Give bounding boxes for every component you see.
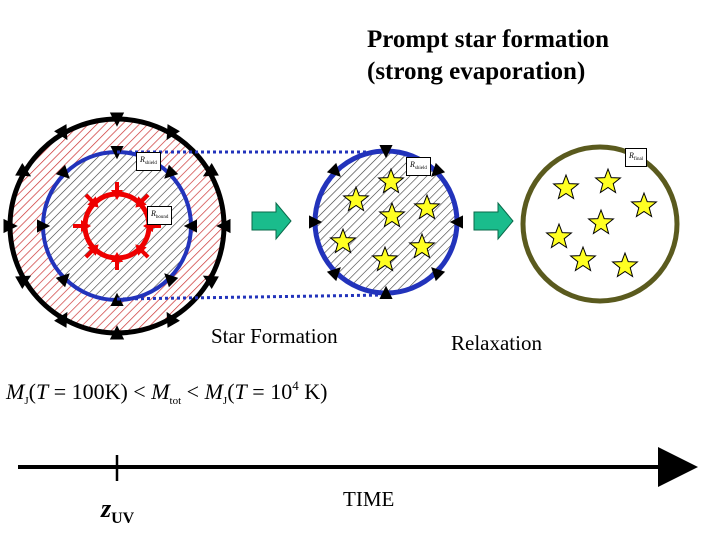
r-subscript: bound	[155, 215, 169, 220]
inward-arrow-icon	[449, 215, 463, 229]
inward-arrow-icon	[202, 275, 219, 289]
inward-arrow-icon	[111, 252, 123, 262]
inward-arrow-icon	[326, 267, 341, 282]
star-icon	[413, 193, 441, 220]
inward-arrow-icon	[87, 244, 99, 256]
inward-arrow-icon	[109, 112, 125, 127]
inward-arrow-icon	[216, 218, 231, 234]
star-icon	[377, 167, 405, 194]
stage-2-cloud	[309, 145, 463, 299]
r-symbol: R	[151, 209, 156, 218]
right-arrow-icon	[473, 201, 514, 241]
inward-arrow-icon	[87, 196, 99, 208]
shield-ring-arrows	[309, 145, 463, 299]
star-icon	[342, 185, 370, 212]
stage-label-relaxation: Relaxation	[451, 331, 542, 355]
mj-right: M	[204, 379, 223, 404]
inward-arrow-icon	[135, 244, 147, 256]
inward-arrow-icon	[135, 196, 147, 208]
inward-arrow-icon	[110, 292, 124, 306]
inward-arrow-icon	[379, 285, 393, 299]
star-icon	[371, 245, 399, 272]
r-symbol: R	[410, 160, 415, 169]
inward-arrow-icon	[202, 163, 219, 177]
jeans-mass-condition: MJ(T = 100K) < Mtot < MJ(T = 104 K)	[6, 378, 327, 407]
r-subscript: shield	[414, 166, 427, 171]
stage-1-cloud	[3, 112, 231, 340]
inward-arrow-icon	[15, 163, 32, 177]
inward-arrow-icon	[55, 164, 70, 179]
right-arrow-icon	[251, 201, 292, 241]
page-title: Prompt star formation (strong evaporatio…	[367, 24, 609, 88]
time-label: TIME	[343, 487, 395, 511]
paren-right: (	[227, 379, 235, 404]
z-symbol: z	[101, 494, 112, 523]
eq-left: = 100K) <	[48, 379, 152, 404]
star-icon	[545, 222, 573, 249]
z-uv-label: zUV	[101, 494, 134, 528]
r-bound-label: Rbound	[147, 206, 173, 225]
inward-arrow-icon	[37, 219, 51, 233]
inward-arrow-icon	[109, 325, 125, 340]
star-icon	[587, 208, 615, 235]
star-icon	[552, 173, 580, 200]
star-icon	[594, 167, 622, 194]
inward-arrow-icon	[81, 220, 91, 232]
inward-arrow-icon	[431, 162, 446, 177]
inward-arrow-icon	[164, 273, 179, 288]
t-right: T	[234, 379, 247, 404]
formed-stars	[329, 167, 441, 272]
paren-left: (	[28, 379, 36, 404]
inward-arrow-icon	[326, 162, 341, 177]
star-icon	[611, 251, 639, 278]
outer-ring-arrows	[3, 112, 231, 340]
j-sub-left: J	[24, 395, 29, 407]
r-symbol: R	[629, 151, 634, 160]
j-sub-right: J	[222, 395, 228, 407]
inward-arrow-icon	[15, 275, 32, 289]
stage-label-star-formation: Star Formation	[211, 324, 338, 348]
inward-arrow-icon	[309, 215, 323, 229]
star-icon	[378, 201, 406, 228]
z-subscript: UV	[111, 510, 135, 527]
r-shield-label-2: Rshield	[406, 157, 431, 176]
inward-arrow-icon	[54, 124, 68, 141]
inward-arrow-icon	[54, 311, 68, 328]
stage-3-cluster	[520, 144, 680, 304]
unit: K)	[298, 379, 328, 404]
r-subscript: final	[633, 157, 644, 162]
inward-arrow-icon	[164, 164, 179, 179]
star-icon	[408, 232, 436, 259]
inward-arrow-icon	[379, 145, 393, 159]
m-tot: M	[151, 379, 170, 404]
r-symbol: R	[140, 155, 145, 164]
star-icon	[630, 191, 658, 218]
inward-arrow-icon	[431, 267, 446, 282]
dotted-projection-bottom	[116, 293, 387, 301]
t-left: T	[35, 379, 49, 404]
star-icon	[569, 245, 597, 272]
tot-sub: tot	[169, 395, 182, 407]
inward-arrow-icon	[166, 311, 180, 328]
relaxed-stars	[545, 167, 658, 278]
inward-arrow-icon	[3, 218, 18, 234]
r-shield-label-1: Rshield	[136, 152, 161, 171]
star-icon	[329, 227, 357, 254]
title-line-2: (strong evaporation)	[367, 58, 586, 85]
inward-arrow-icon	[166, 124, 180, 141]
mj-left: M	[6, 379, 25, 404]
inward-arrow-icon	[111, 190, 123, 200]
exp: 4	[292, 378, 299, 393]
r-final-label: Rfinal	[625, 148, 648, 167]
inward-arrow-icon	[55, 273, 70, 288]
r-subscript: shield	[144, 161, 157, 166]
inward-arrow-icon	[183, 219, 197, 233]
title-line-1: Prompt star formation	[367, 26, 610, 53]
eq-right: = 10	[246, 379, 293, 404]
bound-ring-arrows	[73, 182, 161, 270]
lt-2: <	[181, 379, 205, 404]
